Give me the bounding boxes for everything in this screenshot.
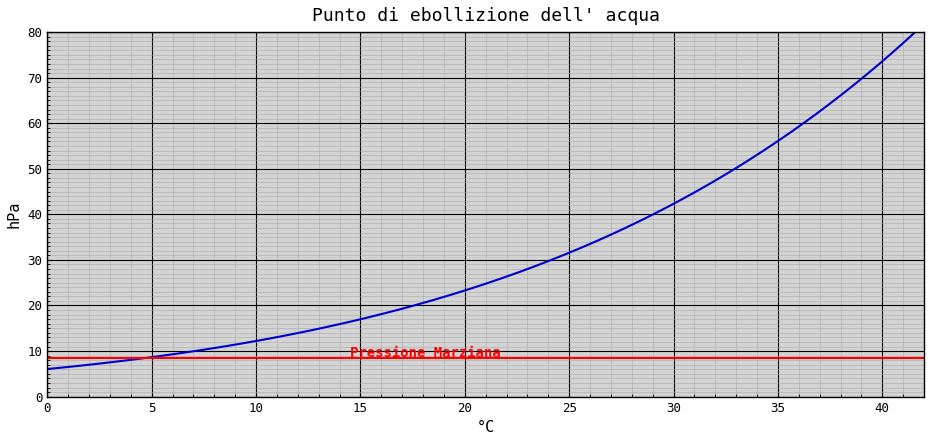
Title: Punto di ebollizione dell' acqua: Punto di ebollizione dell' acqua [312, 7, 660, 25]
Text: Pressione Marziana: Pressione Marziana [350, 346, 501, 359]
X-axis label: °C: °C [477, 420, 495, 435]
Y-axis label: hPa: hPa [7, 201, 22, 228]
